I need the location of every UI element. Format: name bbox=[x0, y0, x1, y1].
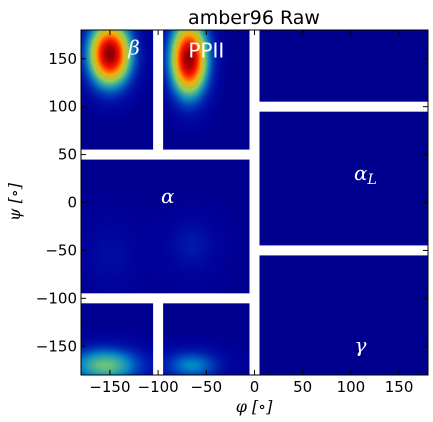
x-tick-label: −150 bbox=[89, 378, 130, 396]
x-tick-label: 100 bbox=[337, 378, 366, 396]
region-label: α bbox=[161, 184, 175, 208]
x-axis-ticks: −150 −100 −50 0 50 100 150 bbox=[89, 30, 413, 396]
density-layer bbox=[81, 30, 256, 375]
region-label: γ bbox=[355, 333, 367, 357]
y-tick-label: −100 bbox=[36, 289, 77, 307]
separator-vertical bbox=[249, 30, 260, 375]
density-peak bbox=[81, 30, 157, 123]
separator-horizontal bbox=[254, 101, 428, 112]
density-peak bbox=[148, 30, 230, 140]
x-tick-label: −100 bbox=[138, 378, 179, 396]
x-tick-label: −50 bbox=[190, 378, 222, 396]
region-label: αL bbox=[354, 160, 377, 188]
x-tick-label: 150 bbox=[385, 378, 414, 396]
y-tick-label: 100 bbox=[48, 98, 77, 116]
region-label: β bbox=[127, 36, 140, 60]
separator-horizontal bbox=[254, 245, 428, 256]
density-peak bbox=[139, 188, 244, 304]
y-axis-ticks: −150 −100 −50 0 50 100 150 bbox=[36, 50, 428, 355]
region-label: PPII bbox=[188, 39, 224, 63]
y-tick-label: 150 bbox=[48, 50, 77, 68]
y-axis-label: ψ [∘] bbox=[5, 182, 24, 221]
x-tick-label: 50 bbox=[293, 378, 312, 396]
y-tick-label: 0 bbox=[67, 194, 77, 212]
plot-area: β PPII α αL γ bbox=[81, 30, 428, 375]
separator-horizontal bbox=[81, 293, 255, 304]
chart-title: amber96 Raw bbox=[188, 7, 320, 29]
y-tick-label: −50 bbox=[45, 241, 77, 259]
separator-vertical bbox=[153, 298, 164, 375]
y-tick-label: −150 bbox=[36, 337, 77, 355]
y-tick-label: 50 bbox=[58, 146, 77, 164]
x-tick-label: 0 bbox=[250, 378, 260, 396]
density-peak bbox=[81, 183, 168, 328]
separator-vertical bbox=[153, 30, 164, 155]
x-axis-label: φ [∘] bbox=[236, 397, 273, 416]
separator-horizontal bbox=[81, 149, 255, 160]
region-label-layer: β PPII α αL γ bbox=[127, 36, 377, 357]
separator-layer bbox=[81, 30, 428, 375]
